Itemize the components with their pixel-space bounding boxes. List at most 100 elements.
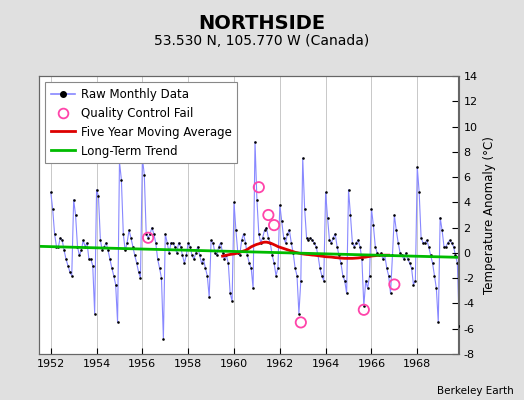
Point bbox=[432, 285, 441, 292]
Point bbox=[130, 252, 139, 259]
Point bbox=[50, 231, 59, 237]
Point bbox=[237, 237, 246, 244]
Point bbox=[172, 250, 181, 256]
Point bbox=[188, 252, 196, 259]
Point bbox=[102, 240, 111, 246]
Point bbox=[171, 243, 179, 250]
Point bbox=[409, 281, 418, 288]
Point bbox=[159, 336, 168, 342]
Point bbox=[68, 272, 76, 279]
Point bbox=[201, 265, 210, 271]
Point bbox=[436, 214, 444, 221]
Point bbox=[287, 240, 296, 246]
Point bbox=[430, 272, 439, 279]
Point bbox=[276, 202, 284, 208]
Point bbox=[344, 186, 353, 193]
Point bbox=[343, 290, 351, 296]
Point bbox=[445, 237, 454, 244]
Point bbox=[154, 256, 162, 262]
Point bbox=[71, 212, 80, 218]
Point bbox=[98, 247, 106, 254]
Point bbox=[207, 237, 215, 244]
Point bbox=[396, 250, 405, 256]
Point bbox=[241, 240, 249, 246]
Point bbox=[236, 252, 244, 259]
Point bbox=[83, 240, 91, 246]
Point bbox=[216, 240, 225, 246]
Point bbox=[401, 250, 410, 256]
Point bbox=[86, 256, 95, 262]
Point bbox=[297, 319, 305, 326]
Point bbox=[232, 227, 240, 233]
Point bbox=[81, 243, 89, 250]
Point bbox=[417, 234, 425, 241]
Point bbox=[224, 260, 233, 266]
Point bbox=[294, 310, 303, 317]
Point bbox=[117, 176, 126, 183]
Point bbox=[100, 243, 108, 250]
Point bbox=[115, 159, 124, 165]
Point bbox=[453, 260, 462, 266]
Point bbox=[157, 275, 166, 281]
Point bbox=[75, 252, 84, 259]
Point bbox=[138, 155, 147, 161]
Point bbox=[119, 231, 127, 237]
Point bbox=[331, 231, 340, 237]
Point bbox=[134, 269, 143, 275]
Text: Berkeley Earth: Berkeley Earth bbox=[437, 386, 514, 396]
Point bbox=[163, 240, 171, 246]
Point bbox=[300, 206, 309, 212]
Point bbox=[421, 240, 429, 246]
Point bbox=[359, 303, 368, 309]
Point bbox=[337, 260, 345, 266]
Point bbox=[264, 234, 272, 241]
Point bbox=[127, 234, 135, 241]
Point bbox=[199, 256, 208, 262]
Point bbox=[104, 247, 112, 254]
Point bbox=[214, 243, 223, 250]
Point bbox=[423, 237, 431, 244]
Point bbox=[77, 247, 85, 254]
Point bbox=[136, 275, 145, 281]
Point bbox=[367, 206, 376, 212]
Point bbox=[209, 240, 217, 246]
Point bbox=[428, 260, 436, 266]
Point bbox=[174, 240, 183, 246]
Point bbox=[442, 243, 450, 250]
Point bbox=[156, 265, 164, 271]
Point bbox=[390, 281, 399, 288]
Point bbox=[398, 252, 406, 259]
Point bbox=[113, 319, 122, 326]
Point bbox=[440, 243, 448, 250]
Point bbox=[184, 240, 192, 246]
Point bbox=[203, 272, 212, 279]
Point bbox=[148, 224, 156, 231]
Point bbox=[325, 237, 334, 244]
Point bbox=[180, 260, 189, 266]
Point bbox=[424, 243, 433, 250]
Point bbox=[320, 278, 328, 284]
Point bbox=[205, 294, 213, 300]
Point bbox=[270, 222, 278, 228]
Point bbox=[64, 262, 72, 269]
Point bbox=[165, 250, 173, 256]
Point bbox=[234, 250, 242, 256]
Point bbox=[314, 252, 322, 259]
Point bbox=[362, 278, 370, 284]
Text: NORTHSIDE: NORTHSIDE bbox=[199, 14, 325, 33]
Point bbox=[245, 260, 254, 266]
Point bbox=[253, 197, 261, 203]
Point bbox=[239, 231, 248, 237]
Point bbox=[419, 240, 427, 246]
Point bbox=[243, 252, 252, 259]
Point bbox=[94, 193, 103, 199]
Point bbox=[161, 231, 169, 237]
Point bbox=[341, 278, 349, 284]
Point bbox=[283, 231, 292, 237]
Point bbox=[299, 155, 307, 161]
Point bbox=[48, 206, 57, 212]
Point bbox=[403, 256, 412, 262]
Point bbox=[379, 256, 387, 262]
Y-axis label: Temperature Anomaly (°C): Temperature Anomaly (°C) bbox=[483, 136, 496, 294]
Point bbox=[406, 260, 414, 266]
